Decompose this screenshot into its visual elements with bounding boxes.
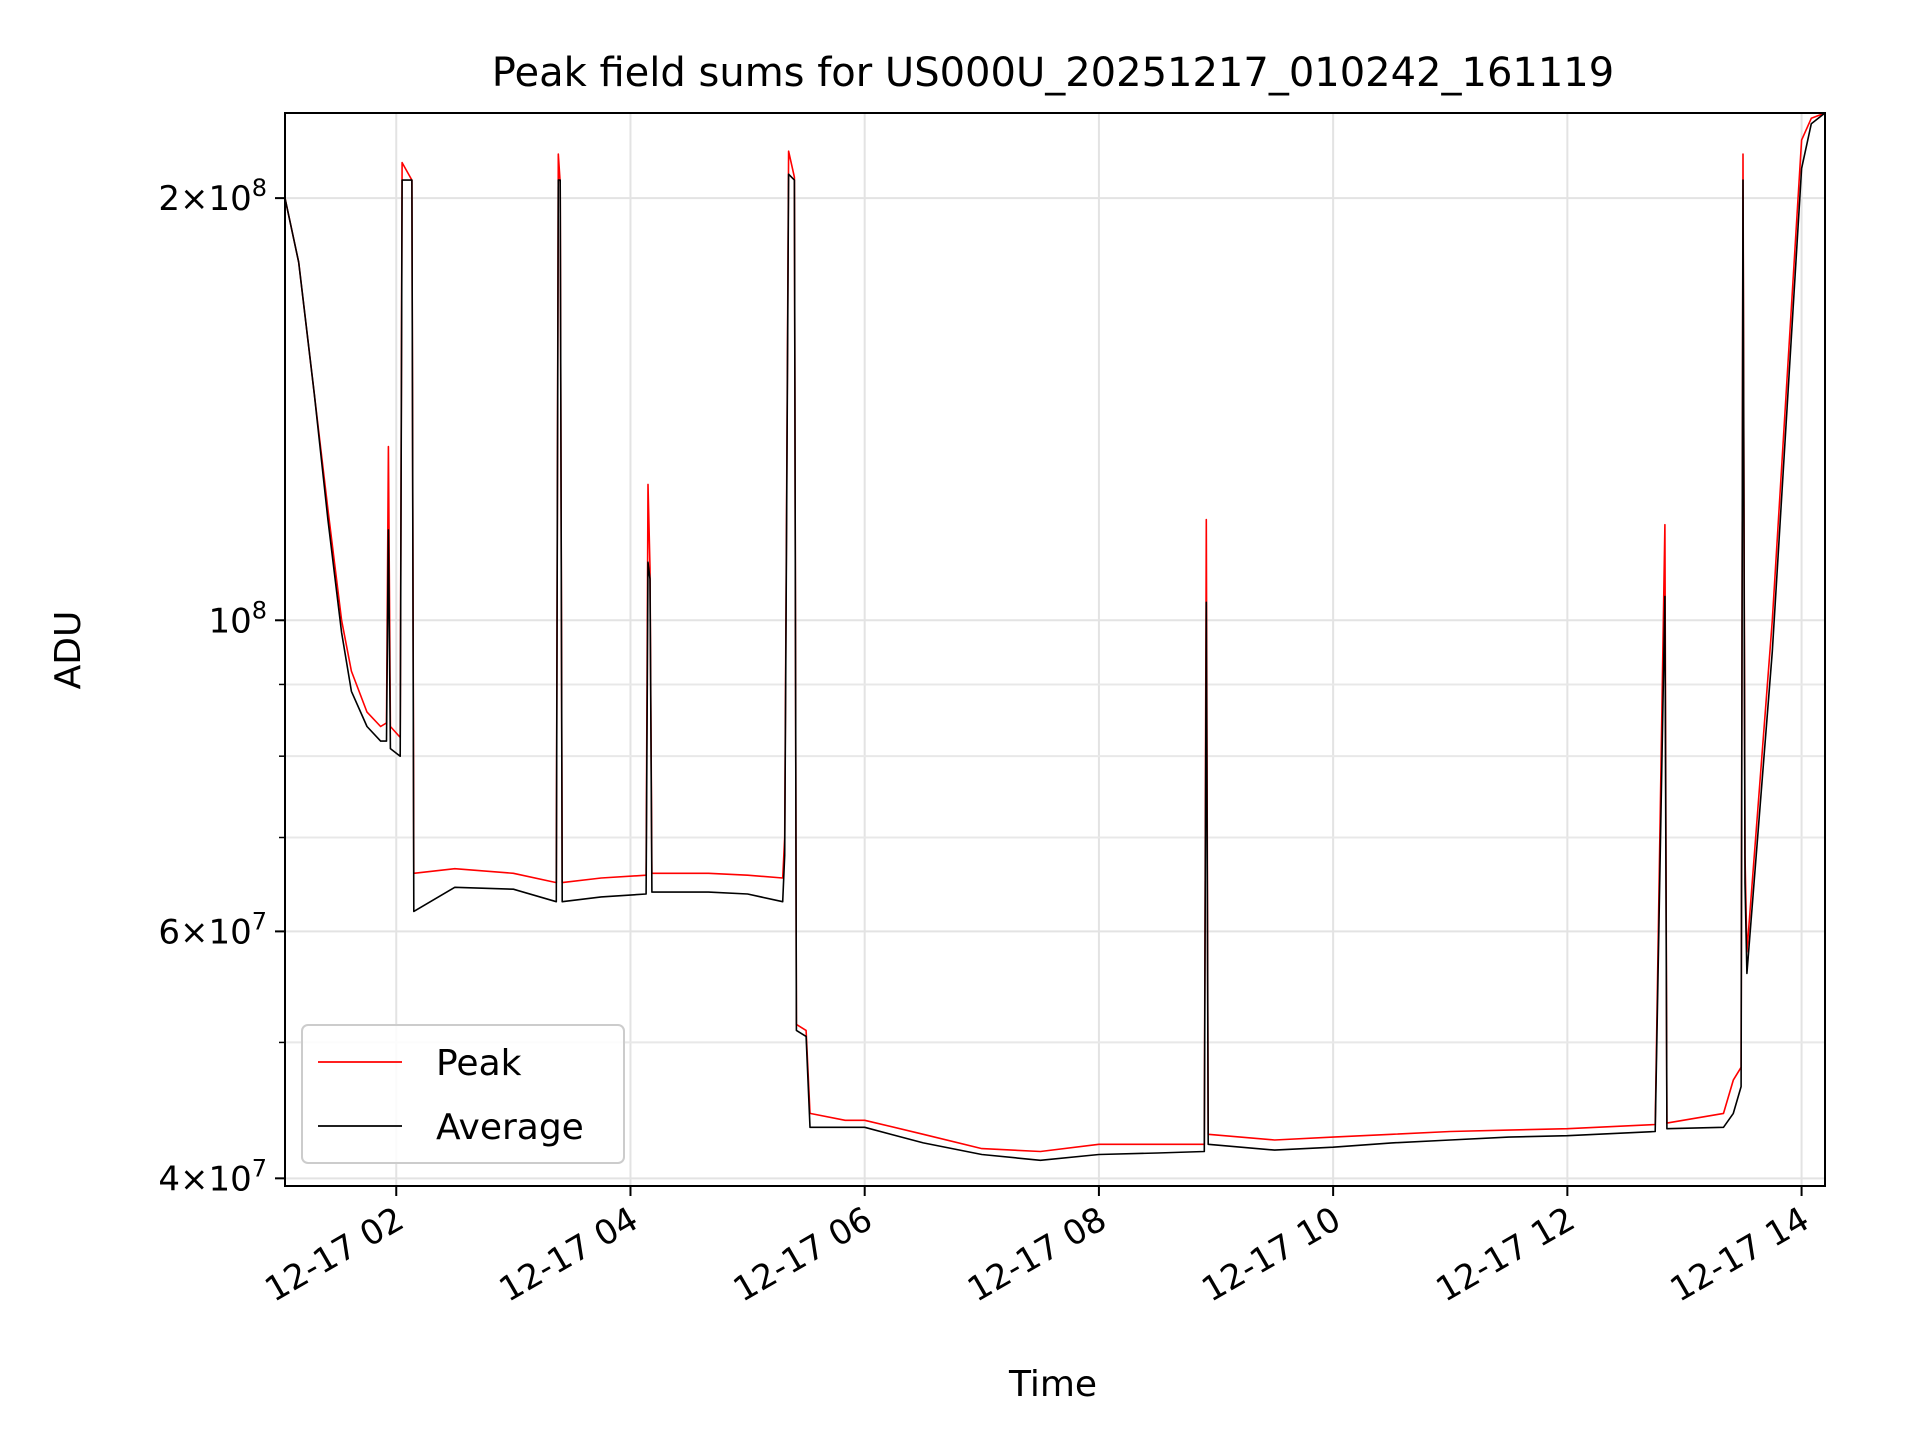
average-series-line	[285, 113, 1825, 1162]
y-tick-label: 108	[208, 596, 267, 641]
legend-average-label: Average	[436, 1107, 584, 1148]
y-tick-mantissa: 10	[208, 601, 251, 641]
y-tick-label: 2×108	[158, 174, 267, 219]
y-tick-mantissa: 4×10	[158, 1159, 251, 1199]
y-axis-label: ADU	[48, 611, 89, 690]
series-lines	[285, 113, 1825, 1162]
y-tick-exponent: 7	[252, 1154, 267, 1182]
legend-box	[301, 1024, 625, 1164]
y-tick-label: 6×107	[158, 907, 267, 952]
grid	[285, 113, 1825, 1186]
y-tick-exponent: 7	[252, 907, 267, 935]
y-tick-exponent: 8	[252, 596, 267, 624]
y-tick-label: 4×107	[158, 1154, 267, 1199]
series-group	[285, 113, 1825, 1162]
legend: Peak Average	[301, 1024, 625, 1164]
y-tick-mantissa: 2×10	[158, 179, 251, 219]
y-tick-exponent: 8	[252, 174, 267, 202]
legend-peak-label: Peak	[436, 1043, 522, 1084]
plot-frame	[284, 112, 1826, 1187]
chart-title: Peak field sums for US000U_20251217_0102…	[492, 50, 1614, 96]
x-axis-label: Time	[1008, 1364, 1097, 1405]
y-tick-mantissa: 6×10	[158, 912, 251, 952]
